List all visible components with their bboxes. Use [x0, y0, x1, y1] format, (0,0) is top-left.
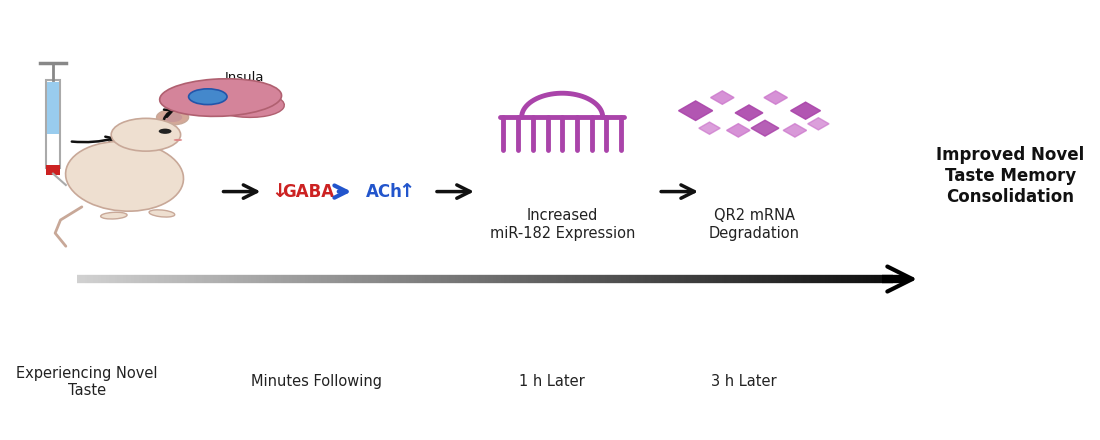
Polygon shape	[783, 124, 806, 137]
Polygon shape	[711, 91, 734, 104]
Text: Experiencing Novel
Taste: Experiencing Novel Taste	[16, 366, 158, 398]
Ellipse shape	[163, 113, 183, 122]
FancyBboxPatch shape	[47, 82, 59, 134]
Polygon shape	[807, 117, 829, 130]
Ellipse shape	[150, 210, 175, 217]
Text: ↑: ↑	[398, 182, 415, 201]
Text: 1 h Later: 1 h Later	[518, 374, 584, 389]
Text: Insula: Insula	[224, 71, 264, 84]
Polygon shape	[763, 91, 788, 104]
Polygon shape	[698, 122, 720, 134]
Circle shape	[158, 128, 172, 134]
Text: ACh: ACh	[365, 183, 403, 201]
Text: Improved Novel
Taste Memory
Consolidation: Improved Novel Taste Memory Consolidatio…	[936, 147, 1085, 206]
Ellipse shape	[111, 118, 180, 151]
Ellipse shape	[101, 212, 128, 219]
Text: GABA: GABA	[282, 183, 334, 201]
Ellipse shape	[160, 79, 282, 117]
Polygon shape	[727, 124, 750, 137]
Text: Increased
miR-182 Expression: Increased miR-182 Expression	[490, 208, 635, 241]
Polygon shape	[679, 101, 713, 121]
Ellipse shape	[210, 91, 284, 117]
Text: ↓: ↓	[271, 182, 287, 201]
Ellipse shape	[156, 110, 188, 125]
Ellipse shape	[66, 141, 184, 211]
Text: QR2 mRNA
Degradation: QR2 mRNA Degradation	[708, 208, 800, 241]
FancyBboxPatch shape	[46, 165, 60, 175]
Circle shape	[188, 89, 227, 105]
Polygon shape	[791, 102, 821, 119]
Text: 3 h Later: 3 h Later	[711, 374, 777, 389]
FancyBboxPatch shape	[46, 80, 60, 168]
Ellipse shape	[174, 139, 183, 141]
Text: Minutes Following: Minutes Following	[251, 374, 382, 389]
Polygon shape	[751, 120, 779, 136]
Polygon shape	[735, 105, 763, 121]
